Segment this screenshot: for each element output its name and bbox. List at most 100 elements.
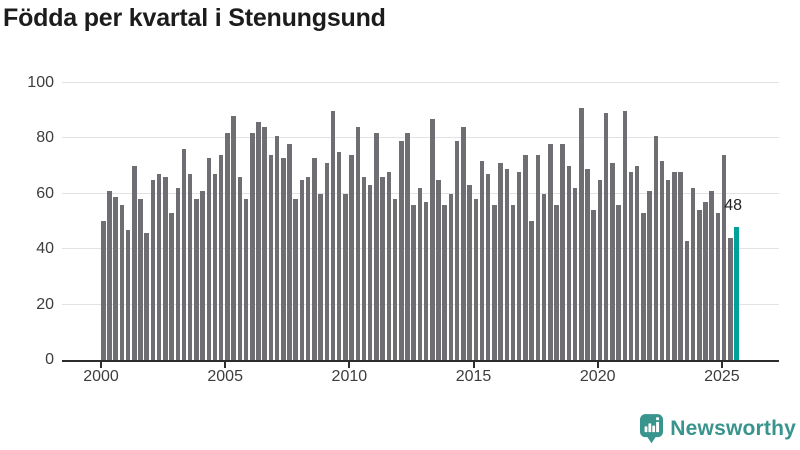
- bar-2023-Q2: [678, 172, 683, 360]
- bar-2023-Q1: [672, 172, 677, 360]
- x-axis-tick-label: 2015: [455, 368, 492, 385]
- bar-2017-Q4: [541, 194, 547, 360]
- bar-2006-Q1: [250, 133, 255, 360]
- bar-2016-Q4: [516, 172, 522, 360]
- bar-2001-Q1: [125, 230, 131, 360]
- bar-2021-Q3: [634, 166, 640, 360]
- bar-2006-Q4: [268, 155, 274, 360]
- bar-2005-Q1: [225, 133, 230, 360]
- bar-2014-Q4: [467, 185, 472, 360]
- gridline: [62, 82, 779, 83]
- x-axis-tick-label: 2025: [704, 368, 740, 385]
- bar-2013-Q2: [430, 119, 435, 360]
- bar-2006-Q3: [262, 127, 267, 360]
- bar-2008-Q2: [305, 177, 311, 360]
- bar-2015-Q3: [485, 174, 491, 360]
- y-axis-tick-label: 100: [27, 74, 54, 91]
- bar-2024-Q3: [709, 191, 714, 360]
- x-axis-tick-label: 2020: [579, 368, 616, 385]
- bar-2014-Q2: [454, 141, 460, 360]
- bar-2010-Q3: [361, 177, 367, 360]
- gridline: [62, 137, 779, 139]
- bar-2020-Q2: [603, 113, 609, 360]
- bar-2002-Q2: [156, 174, 162, 360]
- bar-2007-Q1: [274, 136, 280, 360]
- x-axis-tick: [348, 362, 351, 368]
- bar-2016-Q2: [504, 169, 510, 360]
- bar-2014-Q3: [461, 127, 466, 360]
- bar-2003-Q3: [187, 174, 193, 360]
- bar-2024-Q1: [697, 210, 702, 360]
- page-title: Födda per kvartal i Stenungsund: [3, 4, 386, 32]
- bar-2004-Q1: [200, 191, 205, 360]
- bar-2001-Q3: [138, 199, 143, 360]
- bar-2011-Q4: [392, 199, 398, 360]
- brand-footer: Newsworthy: [640, 412, 796, 446]
- bar-2012-Q1: [399, 141, 404, 360]
- bar-2024-Q4: [715, 213, 721, 360]
- bar-2013-Q1: [423, 202, 429, 360]
- bar-2012-Q2: [405, 133, 410, 360]
- bar-2015-Q2: [479, 161, 485, 360]
- bar-2000-Q2: [107, 191, 112, 360]
- bar-2019-Q2: [579, 108, 584, 360]
- x-axis-tick-label: 2000: [83, 368, 119, 385]
- bar-2004-Q4: [218, 155, 224, 360]
- bar-2006-Q2: [256, 122, 261, 360]
- bar-2024-Q2: [703, 202, 708, 360]
- bar-2003-Q2: [181, 149, 187, 360]
- bar-2020-Q3: [610, 163, 615, 360]
- bar-2008-Q3: [312, 158, 317, 360]
- bar-2004-Q3: [212, 174, 218, 360]
- bar-2002-Q1: [150, 180, 156, 360]
- bar-2022-Q3: [659, 161, 665, 360]
- bar-2019-Q1: [572, 188, 578, 360]
- bar-2000-Q1: [101, 221, 106, 360]
- bar-2015-Q4: [492, 205, 497, 360]
- y-axis-tick-label: 0: [45, 351, 54, 368]
- highlighted-bar-2025-Q3: [734, 227, 739, 360]
- bar-2007-Q2: [281, 158, 286, 360]
- x-axis-tick-label: 2005: [207, 368, 243, 385]
- bar-2009-Q2: [330, 111, 336, 360]
- bar-2021-Q1: [622, 111, 628, 360]
- x-axis-tick: [596, 362, 599, 368]
- bar-2017-Q3: [535, 155, 541, 360]
- bar-2003-Q4: [194, 199, 199, 360]
- bar-2008-Q1: [299, 180, 305, 360]
- bar-2005-Q3: [237, 177, 243, 360]
- bar-2011-Q3: [386, 172, 392, 360]
- x-axis-line: [62, 360, 779, 362]
- bar-2009-Q3: [336, 152, 342, 360]
- bar-2010-Q2: [355, 127, 361, 360]
- bar-2018-Q3: [560, 144, 565, 360]
- bar-2007-Q4: [293, 199, 298, 360]
- bar-2009-Q4: [343, 194, 348, 360]
- bar-2003-Q1: [175, 188, 180, 360]
- bar-2001-Q4: [144, 233, 149, 360]
- bar-2017-Q2: [529, 221, 534, 360]
- bar-2019-Q4: [591, 210, 596, 360]
- bar-2016-Q3: [510, 205, 516, 360]
- bar-2005-Q4: [243, 199, 249, 360]
- bar-2020-Q4: [616, 205, 621, 360]
- bar-2019-Q3: [585, 169, 590, 360]
- bar-2000-Q4: [119, 205, 125, 360]
- x-axis-tick: [472, 362, 475, 368]
- bar-2020-Q1: [597, 180, 603, 360]
- bar-2004-Q2: [206, 158, 212, 360]
- bar-2021-Q4: [641, 213, 646, 360]
- x-axis-tick-label: 2010: [331, 368, 368, 385]
- y-axis-tick-label: 20: [36, 295, 54, 313]
- bar-2022-Q4: [665, 180, 671, 360]
- bar-2014-Q1: [448, 194, 454, 360]
- bar-2018-Q1: [548, 144, 553, 360]
- highlight-value-label: 48: [724, 197, 743, 214]
- bar-2022-Q1: [647, 191, 652, 360]
- bar-2017-Q1: [523, 155, 528, 360]
- bar-2008-Q4: [318, 194, 323, 360]
- bar-2010-Q4: [367, 185, 373, 360]
- bar-2025-Q2: [728, 238, 733, 360]
